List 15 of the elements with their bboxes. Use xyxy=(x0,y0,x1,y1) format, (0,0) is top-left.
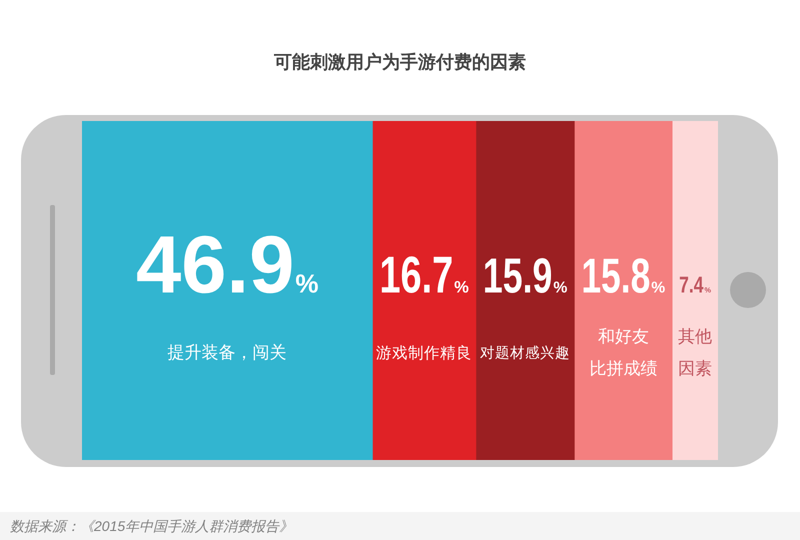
chart-title: 可能刺激用户为手游付费的因素 xyxy=(273,51,527,74)
series-label: 游戏制作精良 xyxy=(376,344,472,362)
bar xyxy=(574,121,673,460)
bar xyxy=(672,121,718,460)
series-label: 对题材感兴趣 xyxy=(480,344,570,362)
data-label: 16.7% xyxy=(379,246,470,304)
data-label: 46.9% xyxy=(136,220,318,310)
series-label: 其他因素 xyxy=(678,327,712,378)
bar xyxy=(372,121,476,460)
series-label: 和好友比拼成绩 xyxy=(589,327,658,378)
data-label: 15.9% xyxy=(482,248,568,304)
bar xyxy=(476,121,575,460)
data-label: 15.8% xyxy=(581,248,666,304)
source-note: 数据来源：《2015年中国手游人群消费报告》 xyxy=(10,517,294,535)
series-label: 提升装备，闯关 xyxy=(168,343,287,362)
